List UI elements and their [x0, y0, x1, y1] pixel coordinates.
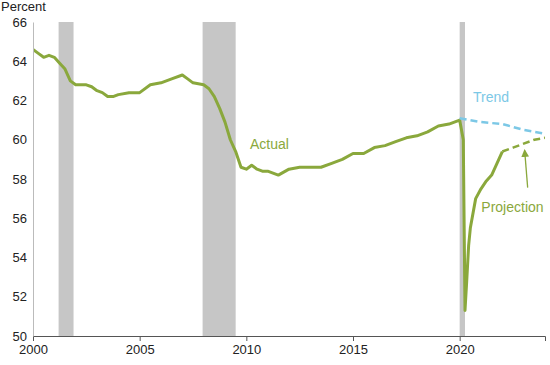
series-label: Projection — [481, 199, 543, 215]
x-tick-mark — [140, 336, 141, 341]
x-axis: 2000 2005 2010 2015 2020 — [19, 336, 545, 357]
y-tick-label: 58 — [13, 172, 27, 187]
x-tick-label: 2020 — [446, 342, 475, 357]
y-axis: 50 52 54 56 58 60 62 64 66 — [13, 15, 34, 344]
x-axis-line — [34, 337, 546, 342]
y-tick: 60 — [13, 132, 33, 147]
series-label: Trend — [473, 89, 509, 105]
y-tick-label: 54 — [13, 250, 27, 265]
recession-band — [203, 22, 236, 336]
x-tick-label: 2000 — [19, 342, 48, 357]
y-tick: 54 — [13, 250, 33, 265]
x-tick-mark — [33, 336, 34, 341]
series-line — [33, 49, 502, 310]
y-tick: 64 — [13, 54, 33, 69]
y-tick: 58 — [13, 172, 33, 187]
plot-area — [33, 22, 545, 336]
series-line — [460, 118, 545, 134]
x-tick: 2015 — [339, 336, 368, 357]
y-tick-label: 62 — [13, 93, 27, 108]
y-tick: 62 — [13, 93, 33, 108]
y-tick-label: 50 — [13, 329, 27, 344]
x-tick-label: 2005 — [126, 342, 155, 357]
y-tick: 52 — [13, 289, 33, 304]
chart: 2000 2005 2010 2015 2020 50 52 54 56 58 60 62 64 66Pe… — [0, 0, 550, 365]
y-tick-label: 56 — [13, 211, 27, 226]
x-tick: 2020 — [446, 336, 475, 357]
y-axis-line — [33, 23, 34, 337]
annotation-arrow — [525, 151, 528, 188]
x-tick-mark — [246, 336, 247, 341]
y-tick-label: 52 — [13, 289, 27, 304]
x-tick-label: 2015 — [339, 342, 368, 357]
x-tick-mark — [353, 336, 354, 341]
y-tick: 56 — [13, 211, 33, 226]
x-tick-label: 2010 — [232, 342, 261, 357]
series-line — [502, 138, 545, 152]
y-tick: 50 — [13, 329, 33, 344]
x-tick-mark — [460, 336, 461, 341]
y-tick-label: 64 — [13, 54, 27, 69]
series-label: Actual — [250, 136, 289, 152]
y-tick-label: 66 — [13, 15, 27, 30]
y-tick: 66 — [13, 15, 33, 30]
y-axis-title: Percent — [1, 0, 46, 14]
x-tick: 2005 — [126, 336, 155, 357]
y-tick-label: 60 — [13, 132, 27, 147]
x-tick: 2010 — [232, 336, 261, 357]
